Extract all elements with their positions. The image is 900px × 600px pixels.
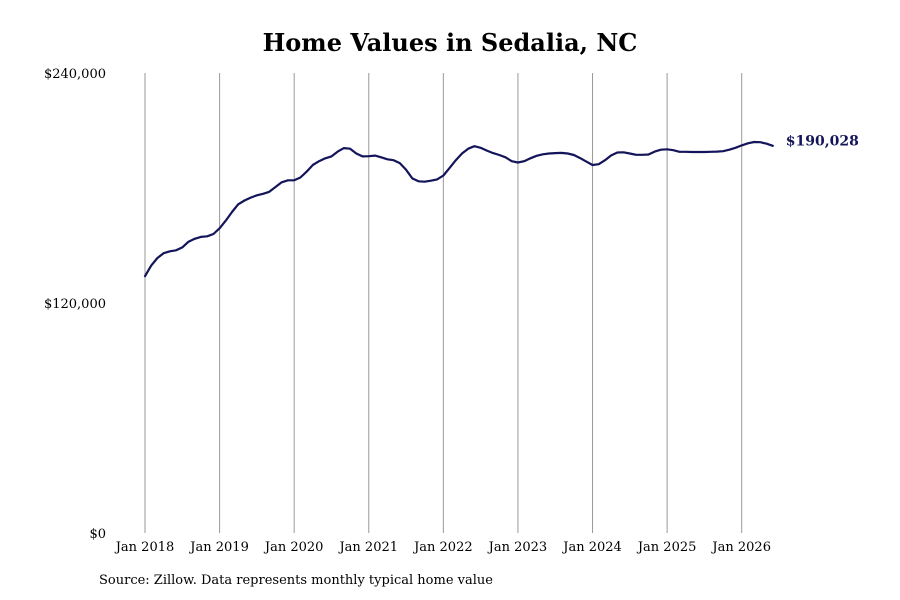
- series-group: [143, 140, 774, 278]
- x-tick-label: Jan 2018: [114, 540, 175, 555]
- x-tick-label: Jan 2025: [636, 540, 697, 555]
- y-axis: $0 $120,000 $240,000: [44, 67, 106, 542]
- x-tick-label: Jan 2024: [561, 540, 622, 555]
- x-tick-label: Jan 2021: [337, 540, 398, 555]
- x-tick-label: Jan 2022: [412, 540, 473, 555]
- data-labels: $190,028: [786, 133, 859, 149]
- x-tick-label: Jan 2020: [263, 540, 324, 555]
- y-tick-label: $240,000: [44, 67, 106, 82]
- x-tick-label: Jan 2026: [710, 540, 771, 555]
- x-tick-label: Jan 2023: [487, 540, 548, 555]
- end-value-label: $190,028: [786, 133, 859, 149]
- y-tick-label: $0: [89, 527, 106, 542]
- x-axis: Jan 2018 Jan 2019 Jan 2020 Jan 2021 Jan 2022…: [114, 540, 771, 555]
- gridlines: [144, 73, 743, 533]
- y-tick-label: $120,000: [44, 297, 106, 312]
- chart-title: Home Values in Sedalia, NC: [262, 28, 638, 57]
- series-line-0: [143, 140, 774, 278]
- x-tick-label: Jan 2019: [188, 540, 249, 555]
- source-note: Source: Zillow. Data represents monthly …: [99, 573, 493, 588]
